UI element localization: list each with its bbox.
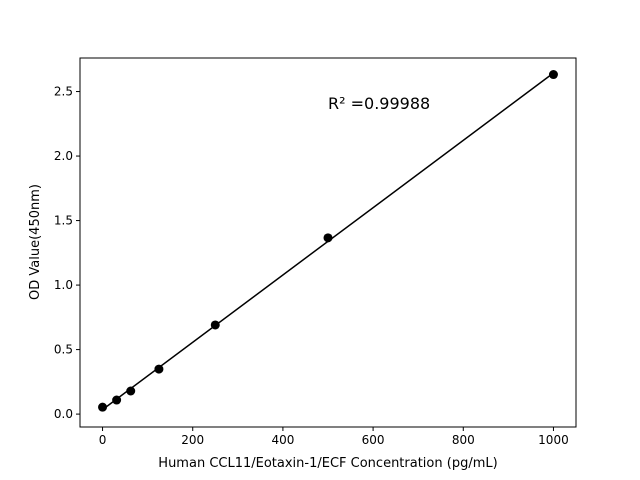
- y-tick-label: 2.5: [54, 85, 73, 99]
- data-point: [323, 233, 333, 243]
- data-point: [126, 386, 136, 396]
- data-point: [112, 395, 122, 405]
- data-point: [210, 320, 220, 330]
- x-axis-label: Human CCL11/Eotaxin-1/ECF Concentration …: [158, 456, 497, 471]
- data-point: [548, 70, 558, 80]
- y-tick-label: 0.0: [54, 407, 73, 421]
- y-tick-label: 2.0: [54, 149, 73, 163]
- x-tick-label: 600: [362, 433, 385, 447]
- y-tick-label: 1.5: [54, 214, 73, 228]
- x-tick-label: 400: [271, 433, 294, 447]
- y-axis-label: OD Value(450nm): [28, 184, 43, 300]
- x-tick-label: 0: [99, 433, 107, 447]
- data-point: [98, 402, 108, 412]
- y-tick-label: 0.5: [54, 343, 73, 357]
- x-tick-label: 200: [181, 433, 204, 447]
- plot-frame: [79, 57, 577, 428]
- y-tick-label: 1.0: [54, 278, 73, 292]
- r-squared-annotation: R² =0.99988: [328, 94, 430, 113]
- x-tick-label: 800: [452, 433, 475, 447]
- data-point: [154, 364, 164, 374]
- x-tick-label: 1000: [538, 433, 569, 447]
